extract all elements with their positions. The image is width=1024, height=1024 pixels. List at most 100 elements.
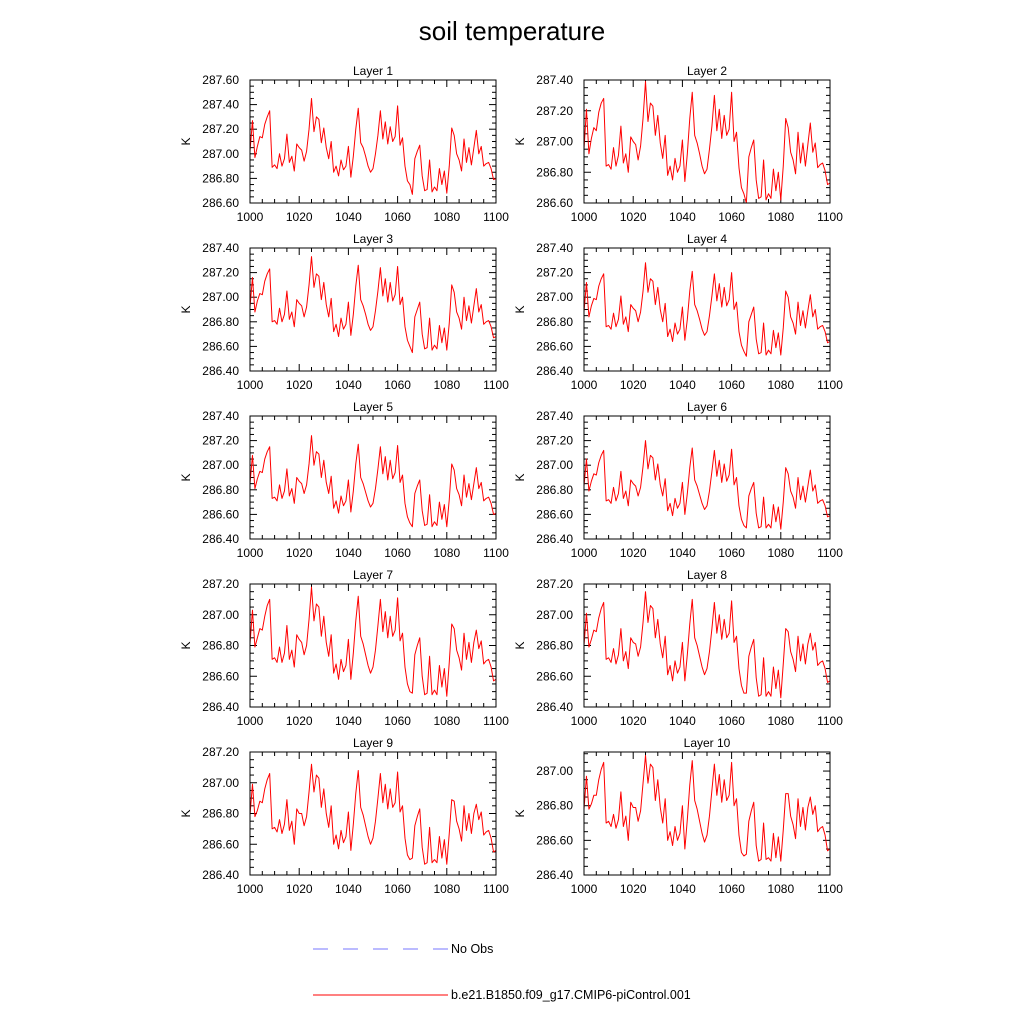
panel-title: Layer 4 <box>687 232 727 246</box>
y-axis-label: K <box>179 473 193 481</box>
y-tick-label: 286.60 <box>202 669 239 683</box>
x-tick-label: 1020 <box>620 546 647 560</box>
y-tick-label: 286.80 <box>536 315 573 329</box>
y-tick-label: 287.00 <box>202 290 239 304</box>
y-tick-label: 286.40 <box>202 532 239 546</box>
y-tick-label: 287.20 <box>202 745 239 759</box>
y-tick-label: 287.00 <box>202 608 239 622</box>
legend-label: b.e21.B1850.f09_g17.CMIP6-piControl.001 <box>451 988 691 1002</box>
y-tick-label: 286.80 <box>536 799 573 813</box>
y-tick-label: 287.00 <box>202 147 239 161</box>
y-tick-label: 286.60 <box>202 196 239 210</box>
plot-frame <box>249 751 497 876</box>
y-tick-label: 287.60 <box>202 73 239 87</box>
panel-layer-9: Layer 9 K 1000 1020 1040 1060 1080 1100 286.40 28… <box>179 736 509 896</box>
panel-layer-2: Layer 2 K 1000 1020 1040 1060 1080 1100 286.60 28… <box>513 64 843 224</box>
y-tick-label: 286.80 <box>202 639 239 653</box>
y-tick-label: 287.20 <box>536 434 573 448</box>
x-tick-label: 1040 <box>669 714 696 728</box>
y-tick-label: 287.20 <box>536 266 573 280</box>
y-tick-label: 286.60 <box>202 339 239 353</box>
x-tick-label: 1020 <box>286 546 313 560</box>
y-tick-label: 286.40 <box>536 364 573 378</box>
panel-layer-8: Layer 8 K 1000 1020 1040 1060 1080 1100 286.40 28… <box>513 568 843 728</box>
x-tick-label: 1100 <box>817 378 843 392</box>
x-tick-label: 1060 <box>384 210 411 224</box>
y-tick-label: 287.00 <box>536 608 573 622</box>
x-tick-label: 1000 <box>571 210 598 224</box>
x-tick-label: 1040 <box>335 378 362 392</box>
x-tick-label: 1000 <box>237 882 264 896</box>
y-tick-label: 286.80 <box>202 315 239 329</box>
y-axis-label: K <box>513 305 527 313</box>
x-tick-label: 1040 <box>669 546 696 560</box>
x-tick-label: 1000 <box>571 546 598 560</box>
x-tick-label: 1080 <box>767 378 794 392</box>
x-tick-label: 1040 <box>335 714 362 728</box>
panel-title: Layer 3 <box>353 232 393 246</box>
panel-layer-10: Layer 10 K 1000 1020 1040 1060 1080 1100 286.40 2… <box>513 736 843 896</box>
x-tick-label: 1100 <box>817 882 843 896</box>
x-tick-label: 1020 <box>286 882 313 896</box>
panels: Layer 1 K 1000 1020 1040 1060 1080 1100 286.60 28… <box>179 64 843 896</box>
x-tick-label: 1000 <box>237 378 264 392</box>
series-line <box>249 97 497 195</box>
x-tick-label: 1080 <box>767 546 794 560</box>
y-tick-label: 287.20 <box>202 266 239 280</box>
plot-frame <box>583 247 831 372</box>
y-axis-label: K <box>513 137 527 145</box>
x-tick-label: 1040 <box>669 378 696 392</box>
x-tick-label: 1080 <box>433 882 460 896</box>
x-tick-label: 1100 <box>483 882 509 896</box>
y-tick-label: 286.80 <box>202 807 239 821</box>
x-tick-label: 1040 <box>669 210 696 224</box>
y-tick-label: 287.40 <box>202 98 239 112</box>
panel-title: Layer 9 <box>353 736 393 750</box>
y-tick-label: 286.80 <box>202 171 239 185</box>
y-tick-label: 287.20 <box>202 434 239 448</box>
panel-title: Layer 10 <box>684 736 731 750</box>
y-tick-label: 286.80 <box>536 639 573 653</box>
y-tick-label: 286.60 <box>536 339 573 353</box>
series-line <box>583 440 831 530</box>
x-tick-label: 1100 <box>817 546 843 560</box>
legend-label: No Obs <box>451 942 493 956</box>
y-axis-label: K <box>179 137 193 145</box>
x-tick-label: 1000 <box>571 714 598 728</box>
x-tick-label: 1060 <box>718 882 745 896</box>
y-tick-label: 286.80 <box>536 483 573 497</box>
series-line <box>249 763 497 865</box>
y-axis-label: K <box>513 641 527 649</box>
x-tick-label: 1000 <box>237 546 264 560</box>
y-tick-label: 286.60 <box>536 833 573 847</box>
panel-layer-6: Layer 6 K 1000 1020 1040 1060 1080 1100 286.40 28… <box>513 400 843 560</box>
x-tick-label: 1020 <box>620 210 647 224</box>
panel-layer-3: Layer 3 K 1000 1020 1040 1060 1080 1100 286.40 28… <box>179 232 509 392</box>
y-tick-label: 287.40 <box>202 409 239 423</box>
panel-title: Layer 7 <box>353 568 393 582</box>
plot-frame <box>583 79 831 204</box>
series-line <box>583 81 831 204</box>
x-tick-label: 1080 <box>433 714 460 728</box>
y-tick-label: 286.60 <box>536 507 573 521</box>
x-tick-label: 1060 <box>384 546 411 560</box>
y-axis-label: K <box>179 305 193 313</box>
x-tick-label: 1040 <box>335 210 362 224</box>
x-tick-label: 1020 <box>286 714 313 728</box>
x-tick-label: 1060 <box>718 714 745 728</box>
x-tick-label: 1100 <box>817 210 843 224</box>
plot-frame <box>583 751 831 876</box>
panel-title: Layer 5 <box>353 400 393 414</box>
plot-frame <box>249 583 497 708</box>
y-tick-label: 287.20 <box>202 122 239 136</box>
series-line <box>249 256 497 354</box>
y-tick-label: 286.40 <box>202 364 239 378</box>
panel-title: Layer 1 <box>353 64 393 78</box>
series-line <box>249 435 497 528</box>
panel-title: Layer 8 <box>687 568 727 582</box>
legend: No Obs b.e21.B1850.f09_g17.CMIP6-piContro… <box>313 942 691 1002</box>
y-tick-label: 287.00 <box>536 764 573 778</box>
x-tick-label: 1100 <box>483 546 509 560</box>
y-tick-label: 286.40 <box>536 532 573 546</box>
y-tick-label: 287.40 <box>202 241 239 255</box>
